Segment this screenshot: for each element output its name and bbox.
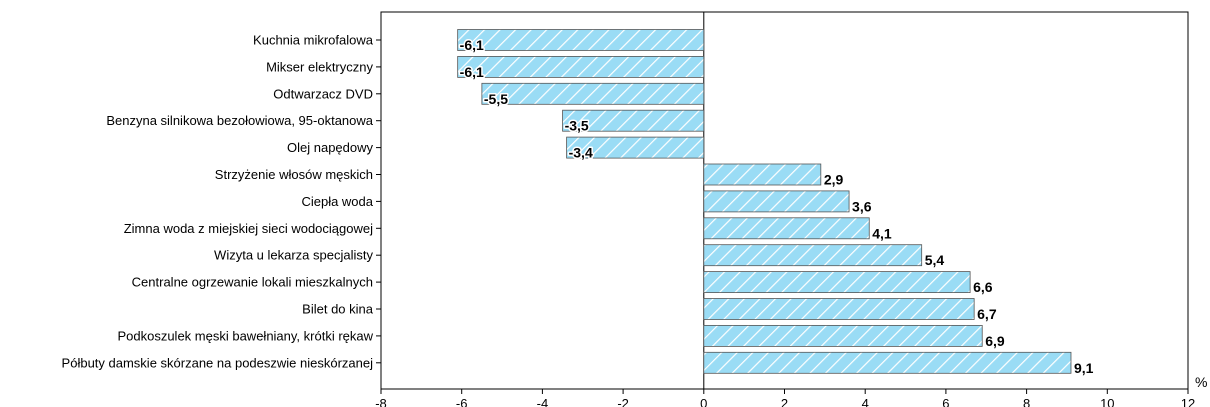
x-tick-label: -4 <box>537 396 549 407</box>
value-label: -5,5 <box>484 91 508 107</box>
category-label: Zimna woda z miejskiej sieci wodociągowe… <box>124 221 373 236</box>
value-label: -6,1 <box>460 64 484 80</box>
value-label: 5,4 <box>925 252 945 268</box>
value-label: 6,7 <box>977 306 997 322</box>
bar <box>703 351 1072 374</box>
category-label: Podkoszulek męski bawełniany, krótki ręk… <box>117 328 373 343</box>
x-tick-label: 0 <box>700 396 707 407</box>
bar <box>457 29 705 51</box>
x-tick-label: 12 <box>1181 396 1195 407</box>
x-unit-label: % <box>1195 374 1207 390</box>
x-tick-label: -8 <box>375 396 387 407</box>
x-tick-label: 6 <box>942 396 949 407</box>
x-tick-label: 8 <box>1023 396 1030 407</box>
value-label: 6,6 <box>973 279 993 295</box>
x-tick-label: -6 <box>456 396 468 407</box>
category-label: Półbuty damskie skórzane na podeszwie ni… <box>62 355 374 370</box>
category-label: Ciepła woda <box>301 194 373 209</box>
category-label: Bilet do kina <box>302 302 374 317</box>
value-label: 9,1 <box>1074 360 1094 376</box>
bar <box>703 190 850 213</box>
bar <box>457 56 705 78</box>
bar <box>703 217 870 240</box>
value-label: -3,5 <box>565 118 589 134</box>
x-tick-label: 10 <box>1100 396 1114 407</box>
bar <box>703 163 822 186</box>
value-label: 3,6 <box>852 198 872 214</box>
value-label: -6,1 <box>460 37 484 53</box>
bar <box>562 109 705 132</box>
x-tick-label: 4 <box>862 396 869 407</box>
bar <box>481 82 705 105</box>
bar <box>703 271 971 294</box>
x-tick-label: -2 <box>617 396 629 407</box>
bar <box>703 298 975 320</box>
category-label: Kuchnia mikrofalowa <box>253 33 374 48</box>
x-tick-label: 2 <box>781 396 788 407</box>
category-label: Mikser elektryczny <box>266 59 373 74</box>
category-label: Odtwarzacz DVD <box>273 86 373 101</box>
bar <box>703 324 983 347</box>
bar <box>703 244 923 267</box>
value-label: 4,1 <box>872 225 892 241</box>
category-label: Olej napędowy <box>287 140 373 155</box>
bar <box>566 136 705 159</box>
value-label: 6,9 <box>985 333 1005 349</box>
category-label: Benzyna silnikowa bezołowiowa, 95-oktano… <box>106 113 373 128</box>
value-label: -3,4 <box>569 145 593 161</box>
category-label: Wizyta u lekarza specjalisty <box>214 248 373 263</box>
category-label: Strzyżenie włosów męskich <box>215 167 373 182</box>
value-label: 2,9 <box>824 172 844 188</box>
category-label: Centralne ogrzewanie lokali mieszkalnych <box>132 275 373 290</box>
